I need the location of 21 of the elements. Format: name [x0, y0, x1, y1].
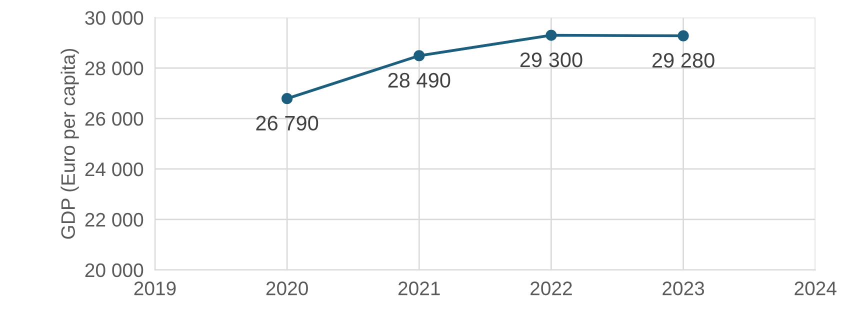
data-label: 28 490 — [388, 72, 450, 88]
x-tick-label: 2024 — [794, 282, 836, 296]
data-label: 29 280 — [652, 52, 714, 68]
y-tick-label: 26 000 — [85, 112, 144, 126]
point — [546, 30, 557, 41]
y-tick-label: 24 000 — [85, 162, 144, 176]
y-tick-label: 22 000 — [85, 212, 144, 227]
y-tick-label: 28 000 — [85, 62, 144, 76]
data-label: 29 300 — [520, 52, 582, 68]
x-tick-label: 2020 — [266, 282, 308, 296]
x-tick-label: 2022 — [530, 282, 572, 296]
y-tick-label: 30 000 — [85, 11, 144, 25]
point — [414, 50, 425, 62]
y-axis-title: GDP (Euro per capita) — [60, 48, 79, 239]
x-tick-label: 2021 — [398, 282, 440, 296]
point — [282, 93, 293, 104]
point — [678, 30, 689, 42]
y-tick-label: 20 000 — [85, 263, 144, 278]
data-label: 26 790 — [256, 116, 318, 131]
x-tick-label: 2019 — [134, 282, 176, 296]
x-tick-label: 2023 — [662, 282, 704, 296]
